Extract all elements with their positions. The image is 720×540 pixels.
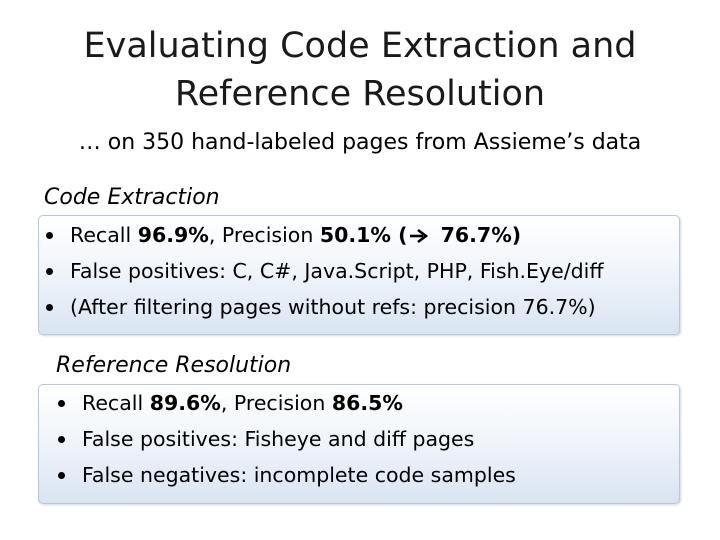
code-extraction-false-positives-item: False positives: C, C#, Java.Script, PHP… (42, 253, 603, 289)
right-arrow-icon (410, 228, 429, 244)
reference-resolution-recall-item: Recall 89.6%, Precision 86.5% (54, 385, 516, 421)
recall-label: Recall (70, 223, 138, 247)
code-extraction-heading: Code Extraction (44, 185, 220, 210)
precision-label: , Precision (208, 223, 320, 247)
title-line-1: Evaluating Code Extraction and (83, 26, 637, 66)
recall-value: 89.6% (149, 391, 221, 415)
code-extraction-list: Recall 96.9%, Precision 50.1% ( 76.7%) F… (42, 217, 603, 325)
recall-label: Recall (82, 391, 150, 415)
title-line-2: Reference Resolution (174, 74, 546, 114)
paren-open: ( (390, 223, 408, 247)
precision-label: , Precision (220, 391, 332, 415)
recall-value: 96.9% (137, 223, 209, 247)
reference-resolution-list: Recall 89.6%, Precision 86.5% False posi… (54, 385, 516, 493)
code-extraction-filtering-item: (After filtering pages without refs: pre… (42, 289, 603, 325)
precision-value: 86.5% (331, 391, 403, 415)
code-extraction-box (38, 215, 680, 335)
reference-resolution-false-negatives-item: False negatives: incomplete code samples (54, 457, 516, 493)
precision-value: 50.1% (319, 223, 391, 247)
slide-title: Evaluating Code Extraction and Reference… (0, 22, 720, 118)
slide-subtitle: … on 350 hand-labeled pages from Assieme… (78, 130, 642, 155)
code-extraction-recall-item: Recall 96.9%, Precision 50.1% ( 76.7%) (42, 217, 603, 253)
reference-resolution-box (38, 384, 680, 504)
improved-precision-value: 76.7%) (433, 223, 522, 247)
reference-resolution-heading: Reference Resolution (56, 353, 292, 378)
reference-resolution-false-positives-item: False positives: Fisheye and diff pages (54, 421, 516, 457)
